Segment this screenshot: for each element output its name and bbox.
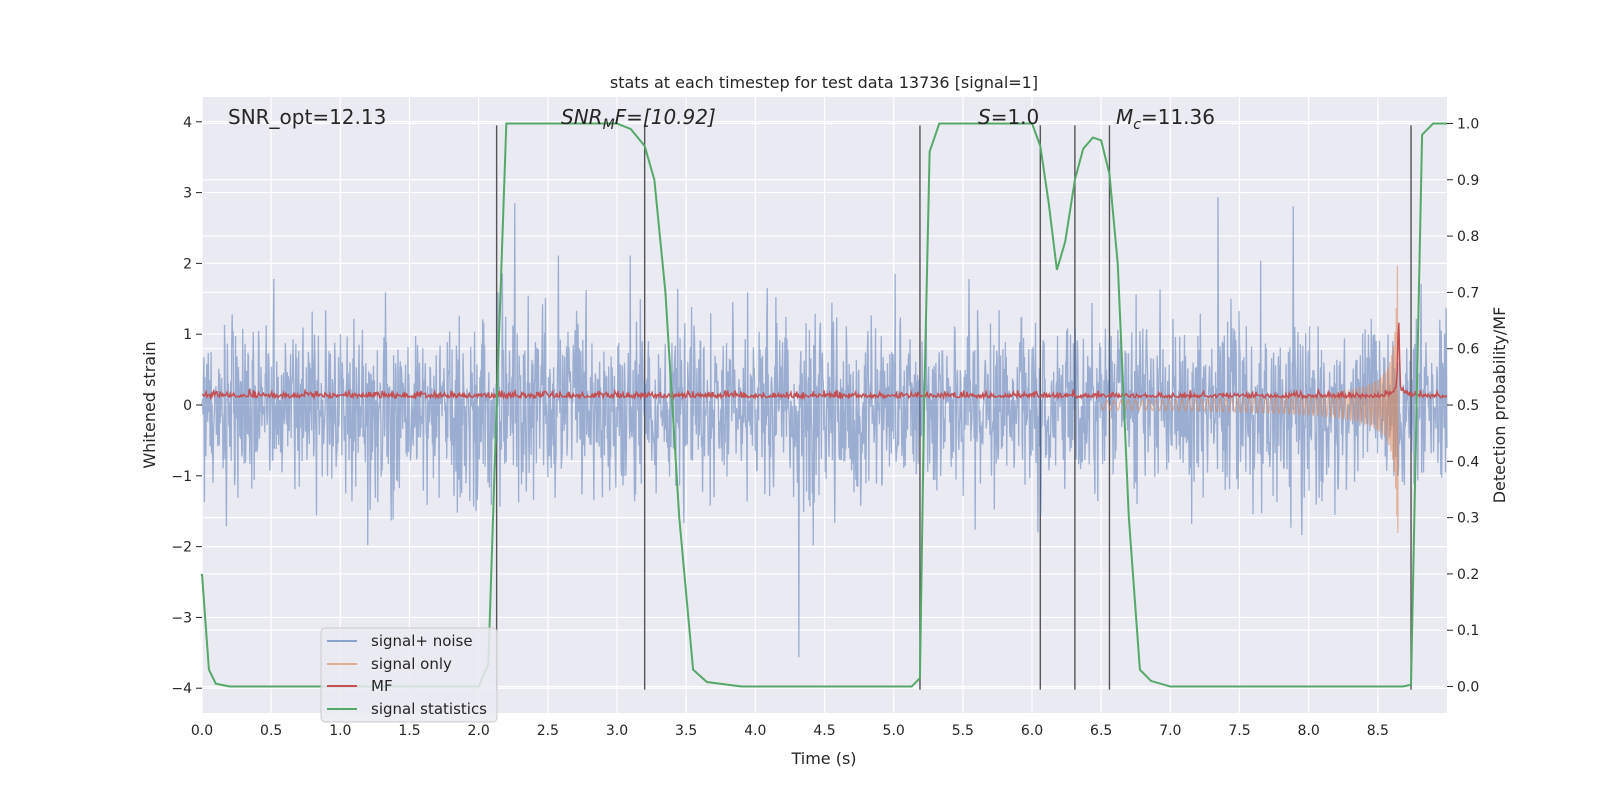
- y-tick-label-right: 0.0: [1457, 680, 1479, 696]
- y-tick-label-right: 1.0: [1457, 116, 1479, 132]
- annotation-s: S=1.0: [978, 105, 1039, 129]
- annotation-snr-mf: SNRMF=[10.92]: [561, 105, 716, 133]
- y-tick-label-left: −1: [171, 469, 192, 485]
- annotation-snr-mf-main: SNR: [561, 105, 603, 129]
- x-tick-label: 2.5: [537, 723, 559, 739]
- y-axis-right-label: Detection probability/MF: [1490, 307, 1509, 504]
- series-signal-statistics: [201, 122, 1447, 688]
- y-tick-label-left: −3: [171, 610, 192, 626]
- y-tick-label-left: 0: [183, 398, 192, 414]
- x-tick-label: 3.5: [675, 723, 697, 739]
- signal-only-line: [1100, 265, 1399, 533]
- signal-statistics-line: [201, 122, 1447, 688]
- legend-label-signal-statistics: signal statistics: [371, 700, 487, 718]
- legend-box: [320, 627, 498, 723]
- x-tick-label: 7.0: [1159, 723, 1181, 739]
- x-tick-label: 1.0: [329, 723, 351, 739]
- x-tick-label: 1.5: [398, 723, 420, 739]
- legend: signal+ noise signal only MF signal stat…: [320, 627, 498, 723]
- annotation-s-main: S: [978, 105, 991, 129]
- legend-label-signal-noise: signal+ noise: [371, 632, 473, 650]
- legend-label-signal-only: signal only: [371, 655, 452, 673]
- x-tick-label: 8.0: [1298, 723, 1320, 739]
- chart-title: stats at each timestep for test data 137…: [610, 73, 1038, 92]
- annotation-s-tail: =1.0: [991, 105, 1040, 129]
- y-tick-label-right: 0.9: [1457, 173, 1479, 189]
- y-tick-label-left: 2: [183, 256, 192, 272]
- annotation-mc-main: M: [1116, 105, 1133, 129]
- y-tick-label-right: 0.4: [1457, 454, 1479, 470]
- y-tick-label-right: 0.6: [1457, 342, 1479, 358]
- y-tick-label-right: 0.3: [1457, 511, 1479, 527]
- x-tick-label: 7.5: [1228, 723, 1250, 739]
- annotation-mc-sub: c: [1133, 117, 1141, 133]
- annotation-snr-opt: SNR_opt=12.13: [228, 105, 386, 129]
- y-axis-right-ticks: 0.0 0.1 0.2 0.3 0.4 0.5 0.6 0.7 0.8 0.9 1.0: [1447, 116, 1479, 696]
- x-axis-label: Time (s): [790, 749, 856, 768]
- y-tick-label-left: −4: [171, 681, 192, 697]
- x-tick-label: 0.0: [191, 723, 213, 739]
- x-tick-label: 3.0: [606, 723, 628, 739]
- y-axis-left-ticks: −4 −3 −2 −1 0 1 2 3 4: [171, 115, 202, 697]
- x-tick-label: 4.0: [744, 723, 766, 739]
- series-mf: [201, 322, 1448, 401]
- x-tick-label: 6.5: [1090, 723, 1112, 739]
- annotation-snr-mf-sub: M: [603, 117, 615, 133]
- y-tick-label-right: 0.2: [1457, 567, 1479, 583]
- y-tick-label-right: 0.1: [1457, 623, 1479, 639]
- x-tick-label: 6.0: [1021, 723, 1043, 739]
- y-tick-label-left: −2: [171, 540, 192, 556]
- series-signal-plus-noise: [201, 197, 1448, 658]
- x-tick-label: 2.0: [468, 723, 490, 739]
- x-tick-label: 5.0: [883, 723, 905, 739]
- x-axis-ticks: 0.0 0.5 1.0 1.5 2.0 2.5 3.0 3.5 4.0 4.5 5.0 5.5 6.0 6…: [191, 723, 1389, 739]
- x-tick-label: 8.5: [1367, 723, 1389, 739]
- x-tick-label: 5.5: [952, 723, 974, 739]
- mf-line: [201, 322, 1448, 401]
- series-signal-only: [1100, 265, 1399, 533]
- x-tick-label: 4.5: [813, 723, 835, 739]
- y-tick-label-left: 1: [183, 327, 192, 343]
- annotation-snr-mf-tail: F=[10.92]: [615, 105, 716, 129]
- y-tick-label-right: 0.5: [1457, 398, 1479, 414]
- signal-plus-noise-line: [201, 197, 1448, 658]
- annotation-mc-tail: =11.36: [1141, 105, 1215, 129]
- x-tick-label: 0.5: [260, 723, 282, 739]
- legend-label-mf: MF: [371, 677, 393, 695]
- annotation-mc: Mc=11.36: [1116, 105, 1215, 133]
- y-tick-label-left: 4: [183, 115, 192, 131]
- y-axis-left-label: Whitened strain: [140, 341, 159, 468]
- y-tick-label-right: 0.7: [1457, 285, 1479, 301]
- y-tick-label-right: 0.8: [1457, 229, 1479, 245]
- y-tick-label-left: 3: [183, 186, 192, 202]
